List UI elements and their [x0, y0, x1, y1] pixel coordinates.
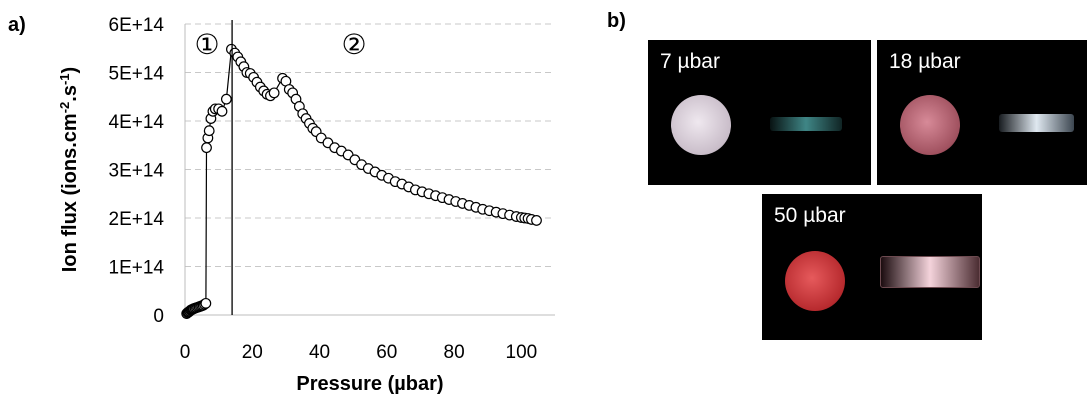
x-tick-label: 20	[242, 342, 263, 363]
photo-label: 50 µbar	[774, 204, 846, 227]
series-line	[186, 47, 537, 314]
y-title-sup2: -1	[57, 73, 72, 85]
panel-b-label: b)	[607, 10, 626, 32]
data-point	[531, 215, 542, 226]
x-tick-label: 60	[376, 342, 397, 363]
y-title-mid: .s	[59, 85, 81, 102]
ion-flux-chart: 0 1E+14 2E+14 3E+14 4E+14 5E+14 6E+14 0 20 40 60 80…	[57, 15, 555, 395]
data-point	[216, 105, 228, 117]
y-tick-label: 4E+14	[109, 112, 165, 133]
data-point	[268, 87, 280, 99]
axes	[184, 24, 555, 316]
region-marker: ①	[194, 28, 219, 61]
x-tick-label: 100	[506, 342, 538, 363]
y-tick-label: 2E+14	[109, 209, 165, 230]
data-points	[181, 43, 542, 319]
tick-labels: 0 1E+14 2E+14 3E+14 4E+14 5E+14 6E+14 0 20 40 60 80…	[109, 15, 538, 363]
x-tick-label: 0	[180, 342, 191, 363]
photo-7-ubar: 7 µbar	[648, 40, 871, 185]
x-tick-label: 40	[309, 342, 330, 363]
region-marker: ②	[341, 28, 366, 61]
photo-label: 18 µbar	[889, 50, 961, 73]
plasma-orb	[785, 251, 845, 311]
plasma-tube	[880, 256, 980, 288]
y-tick-label: 0	[153, 306, 164, 327]
panel-a-label: a)	[8, 14, 26, 36]
y-tick-label: 6E+14	[109, 15, 165, 36]
photo-label: 7 µbar	[660, 50, 720, 73]
y-tick-label: 1E+14	[109, 258, 165, 279]
plasma-tube	[999, 114, 1074, 132]
data-point	[201, 142, 212, 154]
y-axis-title: Ion flux (ions.cm-2.s-1)	[57, 67, 82, 272]
data-point	[200, 297, 212, 309]
y-title-main: Ion flux (ions.cm	[59, 113, 81, 272]
y-title-end: )	[59, 67, 81, 74]
plasma-orb	[671, 95, 731, 155]
photo-50-ubar: 50 µbar	[762, 194, 982, 340]
plasma-orb	[900, 95, 960, 155]
y-tick-label: 5E+14	[109, 64, 165, 85]
plasma-tube	[770, 117, 842, 131]
data-point	[220, 93, 232, 105]
x-tick-label: 80	[444, 342, 465, 363]
y-title-sup1: -2	[57, 102, 72, 114]
photo-18-ubar: 18 µbar	[877, 40, 1087, 185]
y-tick-label: 3E+14	[109, 161, 165, 182]
data-point	[203, 125, 215, 137]
x-axis-title: Pressure (µbar)	[296, 373, 443, 395]
